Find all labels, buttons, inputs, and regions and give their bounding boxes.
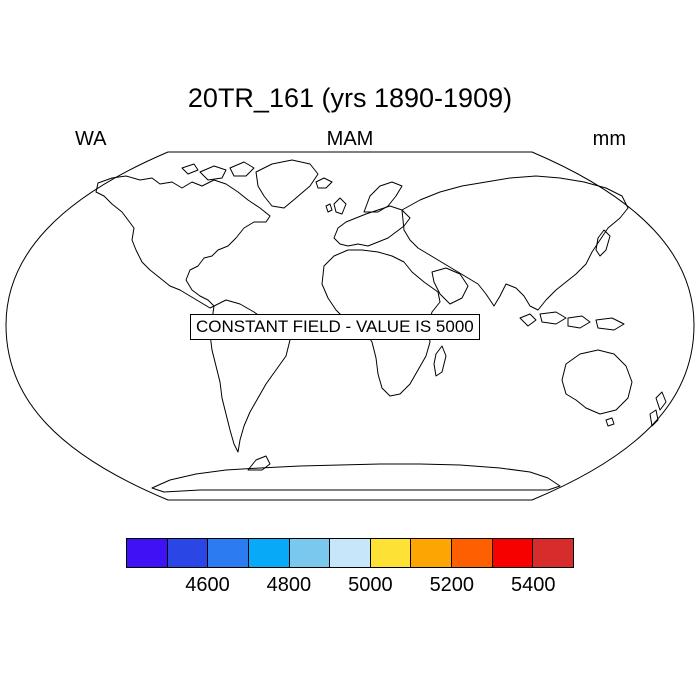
constant-field-notice: CONSTANT FIELD - VALUE IS 5000 bbox=[190, 314, 480, 340]
season-label: MAM bbox=[326, 128, 374, 150]
colorbar-box bbox=[208, 539, 249, 567]
colorbar bbox=[126, 538, 574, 568]
plot-title: 20TR_161 (yrs 1890-1909) bbox=[187, 83, 513, 113]
colorbar-box bbox=[167, 539, 209, 567]
colorbar-box bbox=[330, 539, 371, 567]
coastlines bbox=[95, 159, 667, 493]
colorbar-tick-label: 5000 bbox=[348, 574, 393, 596]
colorbar-box bbox=[289, 539, 331, 567]
colorbar-box bbox=[533, 539, 574, 567]
region-label: WA bbox=[75, 128, 107, 150]
colorbar-tick-label: 4800 bbox=[266, 574, 312, 596]
map-boundary bbox=[5, 151, 695, 501]
colorbar-tick-label: 5400 bbox=[511, 574, 556, 596]
colorbar-box bbox=[370, 539, 412, 567]
colorbar-box bbox=[127, 539, 168, 567]
colorbar-box bbox=[248, 539, 290, 567]
units-label: mm bbox=[592, 128, 626, 150]
colorbar-box bbox=[492, 539, 534, 567]
colorbar-tick-label: 5200 bbox=[429, 574, 475, 596]
colorbar-box bbox=[411, 539, 453, 567]
colorbar-tick-label: 4600 bbox=[185, 574, 230, 596]
colorbar-box bbox=[452, 539, 493, 567]
